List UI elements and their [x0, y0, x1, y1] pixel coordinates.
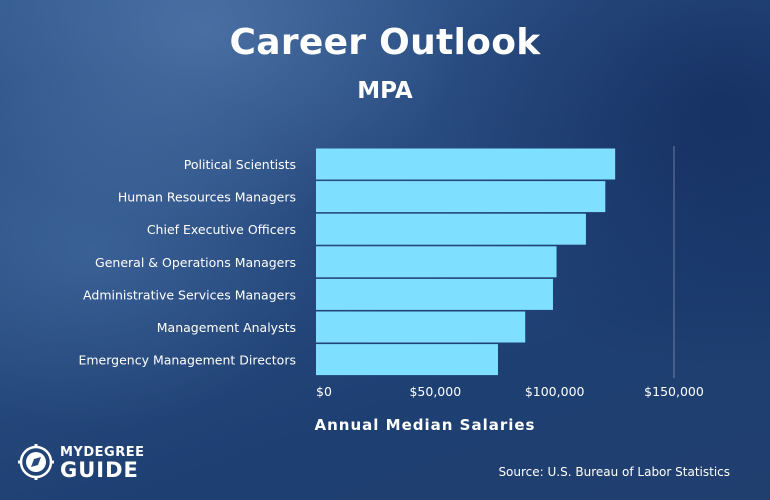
bar — [316, 148, 616, 180]
bar — [316, 278, 553, 310]
bar — [316, 181, 606, 213]
logo-text-top: MYDEGREE — [60, 445, 145, 460]
site-logo[interactable]: MYDEGREE GUIDE — [18, 442, 145, 486]
chart-subtitle: MPA — [357, 78, 413, 104]
category-label: Management Analysts — [157, 320, 296, 335]
x-tick-label: $0 — [316, 384, 332, 399]
x-tick-label: $100,000 — [525, 384, 585, 399]
bar — [316, 311, 526, 343]
category-label: Administrative Services Managers — [83, 287, 296, 302]
x-axis-label: Annual Median Salaries — [314, 416, 536, 434]
compass-icon — [18, 444, 54, 480]
bar — [316, 213, 586, 245]
category-label: Human Resources Managers — [118, 190, 296, 205]
bar — [316, 344, 498, 376]
chart-title: Career Outlook — [229, 22, 541, 63]
category-label: General & Operations Managers — [95, 255, 296, 270]
category-label: Emergency Management Directors — [78, 353, 296, 368]
x-tick-label: $50,000 — [409, 384, 461, 399]
bar — [316, 246, 557, 278]
category-label: Chief Executive Officers — [147, 222, 296, 237]
category-label: Political Scientists — [184, 157, 296, 172]
logo-text-bottom: GUIDE — [60, 458, 139, 482]
x-tick-label: $150,000 — [644, 384, 704, 399]
source-note: Source: U.S. Bureau of Labor Statistics — [498, 465, 730, 479]
